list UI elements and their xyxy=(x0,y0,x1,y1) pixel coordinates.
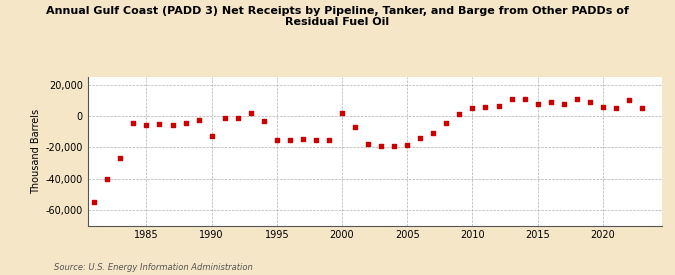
Point xyxy=(245,111,256,115)
Point xyxy=(637,106,647,111)
Point xyxy=(519,97,530,101)
Point xyxy=(597,104,608,109)
Text: Source: U.S. Energy Information Administration: Source: U.S. Energy Information Administ… xyxy=(54,263,252,272)
Point xyxy=(350,125,360,129)
Point xyxy=(298,137,308,141)
Point xyxy=(207,134,217,139)
Point xyxy=(128,121,139,125)
Point xyxy=(259,119,269,123)
Point xyxy=(180,121,191,125)
Point xyxy=(585,100,595,104)
Point xyxy=(89,200,100,204)
Point xyxy=(415,136,426,140)
Point xyxy=(362,142,373,146)
Point xyxy=(284,138,295,142)
Point xyxy=(193,118,204,122)
Point xyxy=(154,122,165,126)
Point xyxy=(337,111,348,115)
Point xyxy=(115,156,126,161)
Point xyxy=(167,122,178,127)
Point xyxy=(558,101,569,106)
Point xyxy=(141,122,152,127)
Point xyxy=(545,100,556,104)
Point xyxy=(271,137,282,142)
Point xyxy=(376,144,387,148)
Y-axis label: Thousand Barrels: Thousand Barrels xyxy=(31,109,41,194)
Point xyxy=(532,101,543,106)
Point xyxy=(232,116,243,120)
Point xyxy=(310,137,321,142)
Point xyxy=(493,104,504,108)
Point xyxy=(610,106,621,111)
Point xyxy=(441,121,452,125)
Point xyxy=(323,137,334,142)
Point xyxy=(506,97,517,101)
Point xyxy=(480,105,491,110)
Text: Annual Gulf Coast (PADD 3) Net Receipts by Pipeline, Tanker, and Barge from Othe: Annual Gulf Coast (PADD 3) Net Receipts … xyxy=(46,6,629,27)
Point xyxy=(219,116,230,121)
Point xyxy=(454,112,465,116)
Point xyxy=(467,106,478,111)
Point xyxy=(402,143,412,147)
Point xyxy=(571,97,582,101)
Point xyxy=(389,144,400,148)
Point xyxy=(428,131,439,136)
Point xyxy=(102,176,113,181)
Point xyxy=(624,98,634,103)
